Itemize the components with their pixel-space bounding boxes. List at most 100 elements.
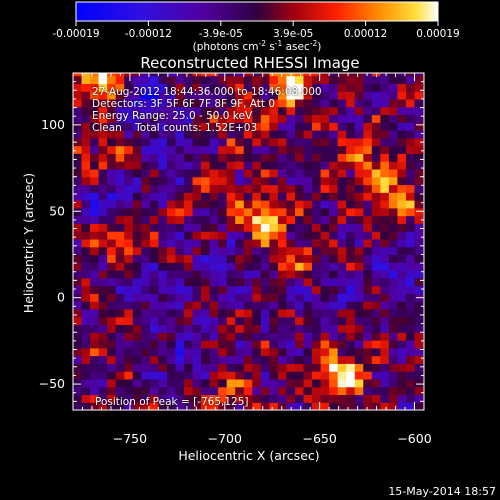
heatmap-cell xyxy=(371,285,381,294)
heatmap-cell xyxy=(226,145,236,154)
heatmap-cell xyxy=(209,394,219,403)
heatmap-cell xyxy=(124,231,134,240)
heatmap-cell xyxy=(107,231,117,240)
heatmap-cell xyxy=(149,98,159,108)
heatmap-cell xyxy=(98,238,108,248)
heatmap-cell xyxy=(354,277,364,287)
heatmap-cell xyxy=(388,114,399,123)
heatmap-cell xyxy=(260,130,270,139)
heatmap-cell xyxy=(175,270,185,279)
heatmap-cell xyxy=(73,231,83,240)
heatmap-cell xyxy=(90,340,100,349)
heatmap-cell xyxy=(243,161,253,170)
heatmap-cell xyxy=(312,301,322,310)
heatmap-cell xyxy=(337,153,347,162)
heatmap-cell xyxy=(260,114,270,123)
heatmap-cell xyxy=(124,153,134,162)
heatmap-cell xyxy=(405,137,416,147)
heatmap-cell xyxy=(201,308,211,318)
heatmap-cell xyxy=(286,130,296,139)
heatmap-cell xyxy=(294,98,305,108)
heatmap-cell xyxy=(235,355,245,364)
heatmap-cell xyxy=(124,386,134,396)
heatmap-cell xyxy=(115,184,125,193)
heatmap-cell xyxy=(354,347,364,357)
heatmap-cell xyxy=(166,200,177,209)
heatmap-cell xyxy=(73,277,83,287)
heatmap-cell xyxy=(115,130,125,139)
heatmap-cell xyxy=(371,215,381,224)
heatmap-cell xyxy=(107,262,117,271)
heatmap-cell xyxy=(414,347,424,357)
heatmap-cell xyxy=(141,153,151,162)
heatmap-cell xyxy=(337,270,347,279)
heatmap-cell xyxy=(201,254,211,263)
heatmap-cell xyxy=(192,223,202,232)
heatmap-cell xyxy=(107,363,117,372)
heatmap-cell xyxy=(235,192,245,201)
heatmap-cell xyxy=(354,192,364,201)
heatmap-cell xyxy=(294,394,305,403)
heatmap-cell xyxy=(346,207,356,217)
heatmap-cell xyxy=(354,168,364,178)
heatmap-cell xyxy=(397,83,407,92)
heatmap-cell xyxy=(149,293,159,302)
heatmap-cell xyxy=(414,122,424,131)
heatmap-cell xyxy=(337,106,347,116)
heatmap-cell xyxy=(141,184,151,193)
heatmap-cell xyxy=(81,293,91,302)
heatmap-cell xyxy=(380,215,390,224)
heatmap-cell xyxy=(73,347,83,357)
heatmap-cell xyxy=(363,371,373,380)
heatmap-cell xyxy=(269,402,279,410)
heatmap-cell xyxy=(183,91,194,100)
heatmap-cell xyxy=(320,308,330,318)
heatmap-cell xyxy=(166,293,177,302)
heatmap-cell xyxy=(107,340,117,349)
heatmap-cell xyxy=(201,207,211,217)
heatmap-cell xyxy=(201,277,211,287)
heatmap-cell xyxy=(260,363,270,372)
heatmap-cell xyxy=(73,137,83,147)
heatmap-cell xyxy=(286,122,296,131)
heatmap-cell xyxy=(90,293,100,302)
heatmap-cell xyxy=(346,347,356,357)
heatmap-cell xyxy=(235,106,245,116)
heatmap-cell xyxy=(201,386,211,396)
heatmap-cell xyxy=(337,277,347,287)
heatmap-cell xyxy=(218,207,228,217)
heatmap-cell xyxy=(192,137,202,147)
heatmap-cell xyxy=(277,75,288,84)
heatmap-cell xyxy=(115,371,125,380)
heatmap-cell xyxy=(320,75,330,84)
heatmap-cell xyxy=(388,262,399,271)
heatmap-cell xyxy=(405,73,416,77)
heatmap-cell xyxy=(209,153,219,162)
heatmap-cell xyxy=(175,340,185,349)
heatmap-cell xyxy=(218,184,228,193)
heatmap-cell xyxy=(98,161,108,170)
heatmap-cell xyxy=(141,207,151,217)
heatmap-cell xyxy=(405,75,416,84)
heatmap-cell xyxy=(346,231,356,240)
heatmap-cell xyxy=(158,91,168,100)
heatmap-cell xyxy=(397,122,407,131)
heatmap-cell xyxy=(337,207,347,217)
heatmap-cell xyxy=(98,308,108,318)
heatmap-cell xyxy=(371,355,381,364)
heatmap-cell xyxy=(158,207,168,217)
heatmap-cell xyxy=(192,363,202,372)
heatmap-cell xyxy=(158,168,168,178)
heatmap-cell xyxy=(141,231,151,240)
heatmap-cell xyxy=(252,371,262,380)
heatmap-cell xyxy=(277,122,288,131)
heatmap-cell xyxy=(260,207,270,217)
heatmap-cell xyxy=(320,223,330,232)
heatmap-cell xyxy=(141,270,151,279)
heatmap-cell xyxy=(337,114,347,123)
heatmap-cell xyxy=(363,402,373,410)
heatmap-cell xyxy=(149,301,159,310)
heatmap-cell xyxy=(192,91,202,100)
heatmap-cell xyxy=(141,246,151,256)
